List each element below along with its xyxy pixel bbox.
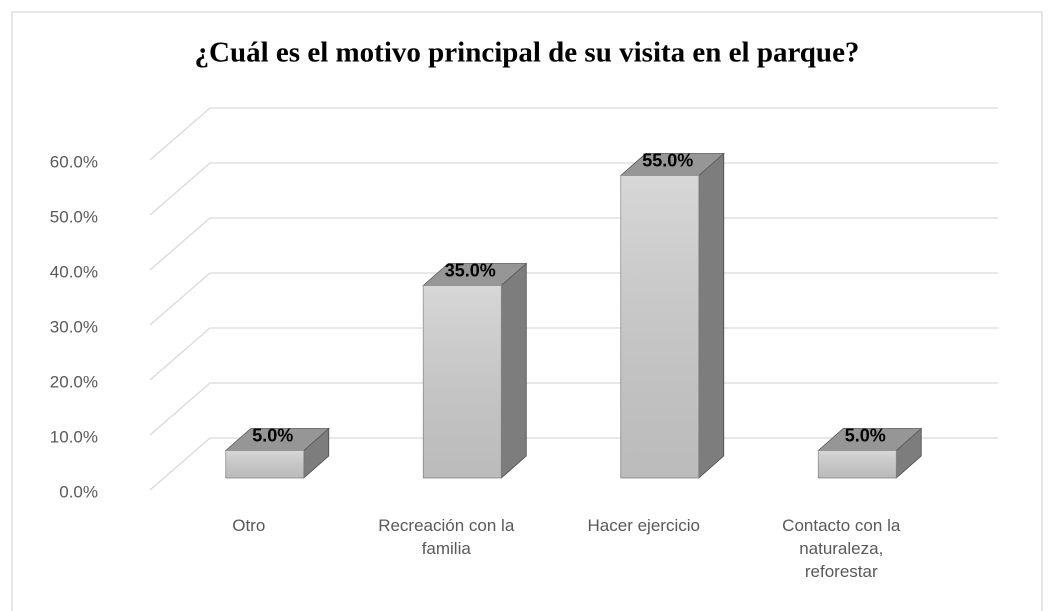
- grid-line: [149, 162, 998, 216]
- y-tick-label: 50.0%: [50, 207, 98, 226]
- y-tick-label: 0.0%: [59, 482, 98, 501]
- grid-line: [149, 327, 998, 381]
- data-label: 55.0%: [642, 150, 693, 170]
- data-label: 35.0%: [445, 260, 496, 280]
- chart-border: [11, 11, 1043, 611]
- grid-line: [149, 437, 998, 491]
- grid-line: [149, 272, 998, 326]
- y-tick-label: 20.0%: [50, 372, 98, 391]
- x-tick-label: Otro: [232, 516, 265, 535]
- y-tick-label: 30.0%: [50, 317, 98, 336]
- bar: [817, 427, 923, 479]
- data-label: 5.0%: [845, 425, 886, 445]
- bar: [422, 262, 528, 479]
- bar-shade: [620, 175, 699, 478]
- bar-side: [500, 262, 527, 479]
- y-tick-label: 60.0%: [50, 152, 98, 171]
- grid-line: [149, 107, 998, 161]
- x-tick-label: Contacto con la naturaleza, reforestar: [782, 516, 901, 581]
- bar: [619, 152, 725, 479]
- y-tick-label: 10.0%: [50, 427, 98, 446]
- bar-side: [698, 152, 725, 479]
- grid-line: [149, 217, 998, 271]
- bar-shade: [225, 450, 304, 478]
- x-tick-label: Hacer ejercicio: [588, 516, 700, 535]
- x-tick-label: Recreación con la familia: [378, 516, 515, 558]
- y-tick-label: 40.0%: [50, 262, 98, 281]
- bar: [224, 427, 330, 479]
- grid-line: [149, 382, 998, 436]
- chart-title: ¿Cuál es el motivo principal de su visit…: [195, 37, 860, 69]
- bar-shade: [423, 285, 502, 478]
- data-label: 5.0%: [252, 425, 293, 445]
- bar-shade: [818, 450, 897, 478]
